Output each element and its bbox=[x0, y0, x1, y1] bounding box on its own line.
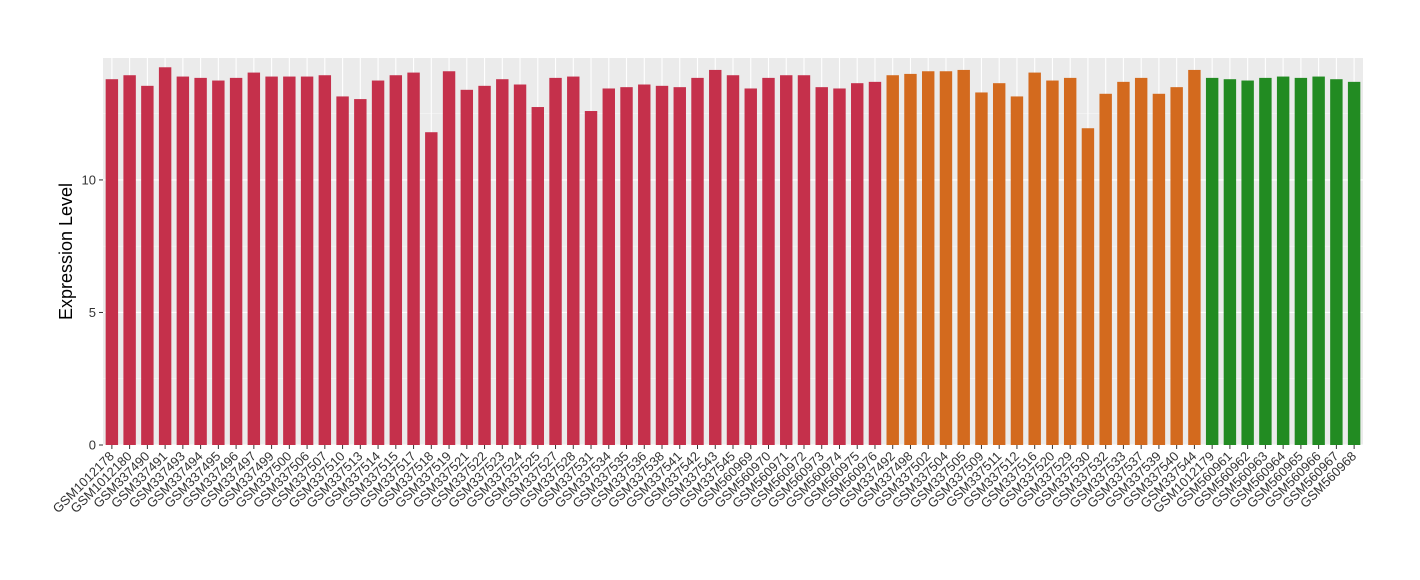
bar-GSM560974 bbox=[833, 88, 846, 445]
bar-GSM337519 bbox=[442, 71, 456, 446]
bar-GSM337536 bbox=[638, 84, 651, 446]
bar-GSM337545 bbox=[726, 75, 740, 445]
bar-GSM337532 bbox=[1099, 93, 1112, 446]
bar-GSM337524 bbox=[513, 84, 527, 446]
bar-GSM337515 bbox=[389, 75, 403, 445]
bar-GSM337506 bbox=[300, 76, 314, 445]
bar-GSM337502 bbox=[922, 71, 935, 446]
bar-GSM337496 bbox=[229, 77, 243, 446]
bar-GSM337507 bbox=[318, 75, 332, 445]
bar-GSM337521 bbox=[460, 89, 474, 445]
bar-GSM337495 bbox=[212, 80, 225, 445]
bar-GSM337543 bbox=[709, 69, 722, 445]
bar-GSM337534 bbox=[602, 88, 615, 445]
bar-GSM337494 bbox=[194, 77, 207, 446]
bar-GSM1012179 bbox=[1205, 77, 1219, 446]
bar-GSM560964 bbox=[1276, 76, 1290, 445]
bar-GSM337517 bbox=[407, 72, 420, 445]
bar-GSM337518 bbox=[425, 132, 438, 445]
bar-GSM337523 bbox=[496, 79, 509, 446]
bar-GSM337516 bbox=[1028, 72, 1041, 445]
bar-GSM560961 bbox=[1223, 79, 1237, 446]
bar-GSM560972 bbox=[797, 75, 811, 445]
bar-GSM560976 bbox=[868, 81, 882, 445]
bar-GSM560973 bbox=[815, 87, 828, 445]
bar-GSM560967 bbox=[1330, 79, 1343, 446]
bar-GSM1012180 bbox=[123, 75, 136, 445]
bars bbox=[105, 67, 1361, 446]
bar-GSM337499 bbox=[265, 76, 278, 445]
bar-GSM560963 bbox=[1259, 77, 1272, 446]
bar-GSM337510 bbox=[336, 96, 349, 445]
bar-GSM337535 bbox=[620, 87, 633, 445]
bar-GSM337531 bbox=[584, 111, 598, 445]
bar-GSM337530 bbox=[1081, 128, 1095, 445]
bar-GSM560971 bbox=[780, 75, 793, 445]
bar-GSM337497 bbox=[247, 72, 261, 445]
bar-GSM337505 bbox=[957, 69, 970, 445]
bar-GSM560966 bbox=[1312, 76, 1325, 445]
bar-GSM337533 bbox=[1117, 81, 1130, 445]
bar-GSM560975 bbox=[851, 83, 864, 445]
bar-GSM337498 bbox=[904, 73, 917, 445]
bar-GSM337492 bbox=[886, 75, 899, 445]
bar-GSM337513 bbox=[354, 99, 367, 445]
y-tick-label: 5 bbox=[89, 305, 96, 320]
bar-GSM337542 bbox=[691, 77, 704, 446]
x-axis: GSM1012178GSM1012180GSM337490GSM337491GS… bbox=[50, 445, 1359, 516]
bar-GSM560962 bbox=[1241, 80, 1254, 445]
bar-GSM337511 bbox=[992, 83, 1006, 445]
bar-GSM337527 bbox=[549, 77, 562, 446]
bar-GSM337529 bbox=[1063, 77, 1077, 446]
bar-GSM337493 bbox=[176, 76, 190, 445]
bar-GSM337540 bbox=[1170, 87, 1183, 445]
y-tick-label: 10 bbox=[82, 172, 96, 187]
bar-GSM337522 bbox=[478, 85, 491, 446]
bar-GSM560968 bbox=[1347, 81, 1361, 445]
bar-GSM337537 bbox=[1134, 77, 1148, 446]
y-axis-title: Expression Level bbox=[56, 183, 76, 320]
bar-GSM337528 bbox=[567, 76, 580, 445]
bar-GSM337538 bbox=[655, 85, 669, 446]
bar-GSM337504 bbox=[939, 71, 953, 446]
bar-GSM337520 bbox=[1046, 80, 1059, 445]
y-axis: 0 5 10 bbox=[82, 172, 103, 453]
bar-GSM337539 bbox=[1152, 93, 1166, 446]
bar-GSM560969 bbox=[744, 88, 757, 445]
bar-GSM337500 bbox=[283, 76, 296, 445]
bar-GSM560965 bbox=[1294, 77, 1308, 446]
bar-GSM337544 bbox=[1188, 69, 1201, 445]
bar-GSM337509 bbox=[975, 92, 988, 446]
bar-GSM337514 bbox=[371, 80, 385, 445]
bar-GSM337525 bbox=[531, 107, 544, 446]
bar-GSM1012178 bbox=[105, 79, 119, 446]
bar-GSM337512 bbox=[1010, 96, 1024, 445]
bar-GSM337541 bbox=[673, 87, 686, 445]
y-tick-label: 0 bbox=[89, 438, 96, 453]
bar-GSM337491 bbox=[158, 67, 172, 445]
bar-GSM560970 bbox=[762, 77, 775, 446]
bar-GSM337490 bbox=[141, 85, 154, 446]
